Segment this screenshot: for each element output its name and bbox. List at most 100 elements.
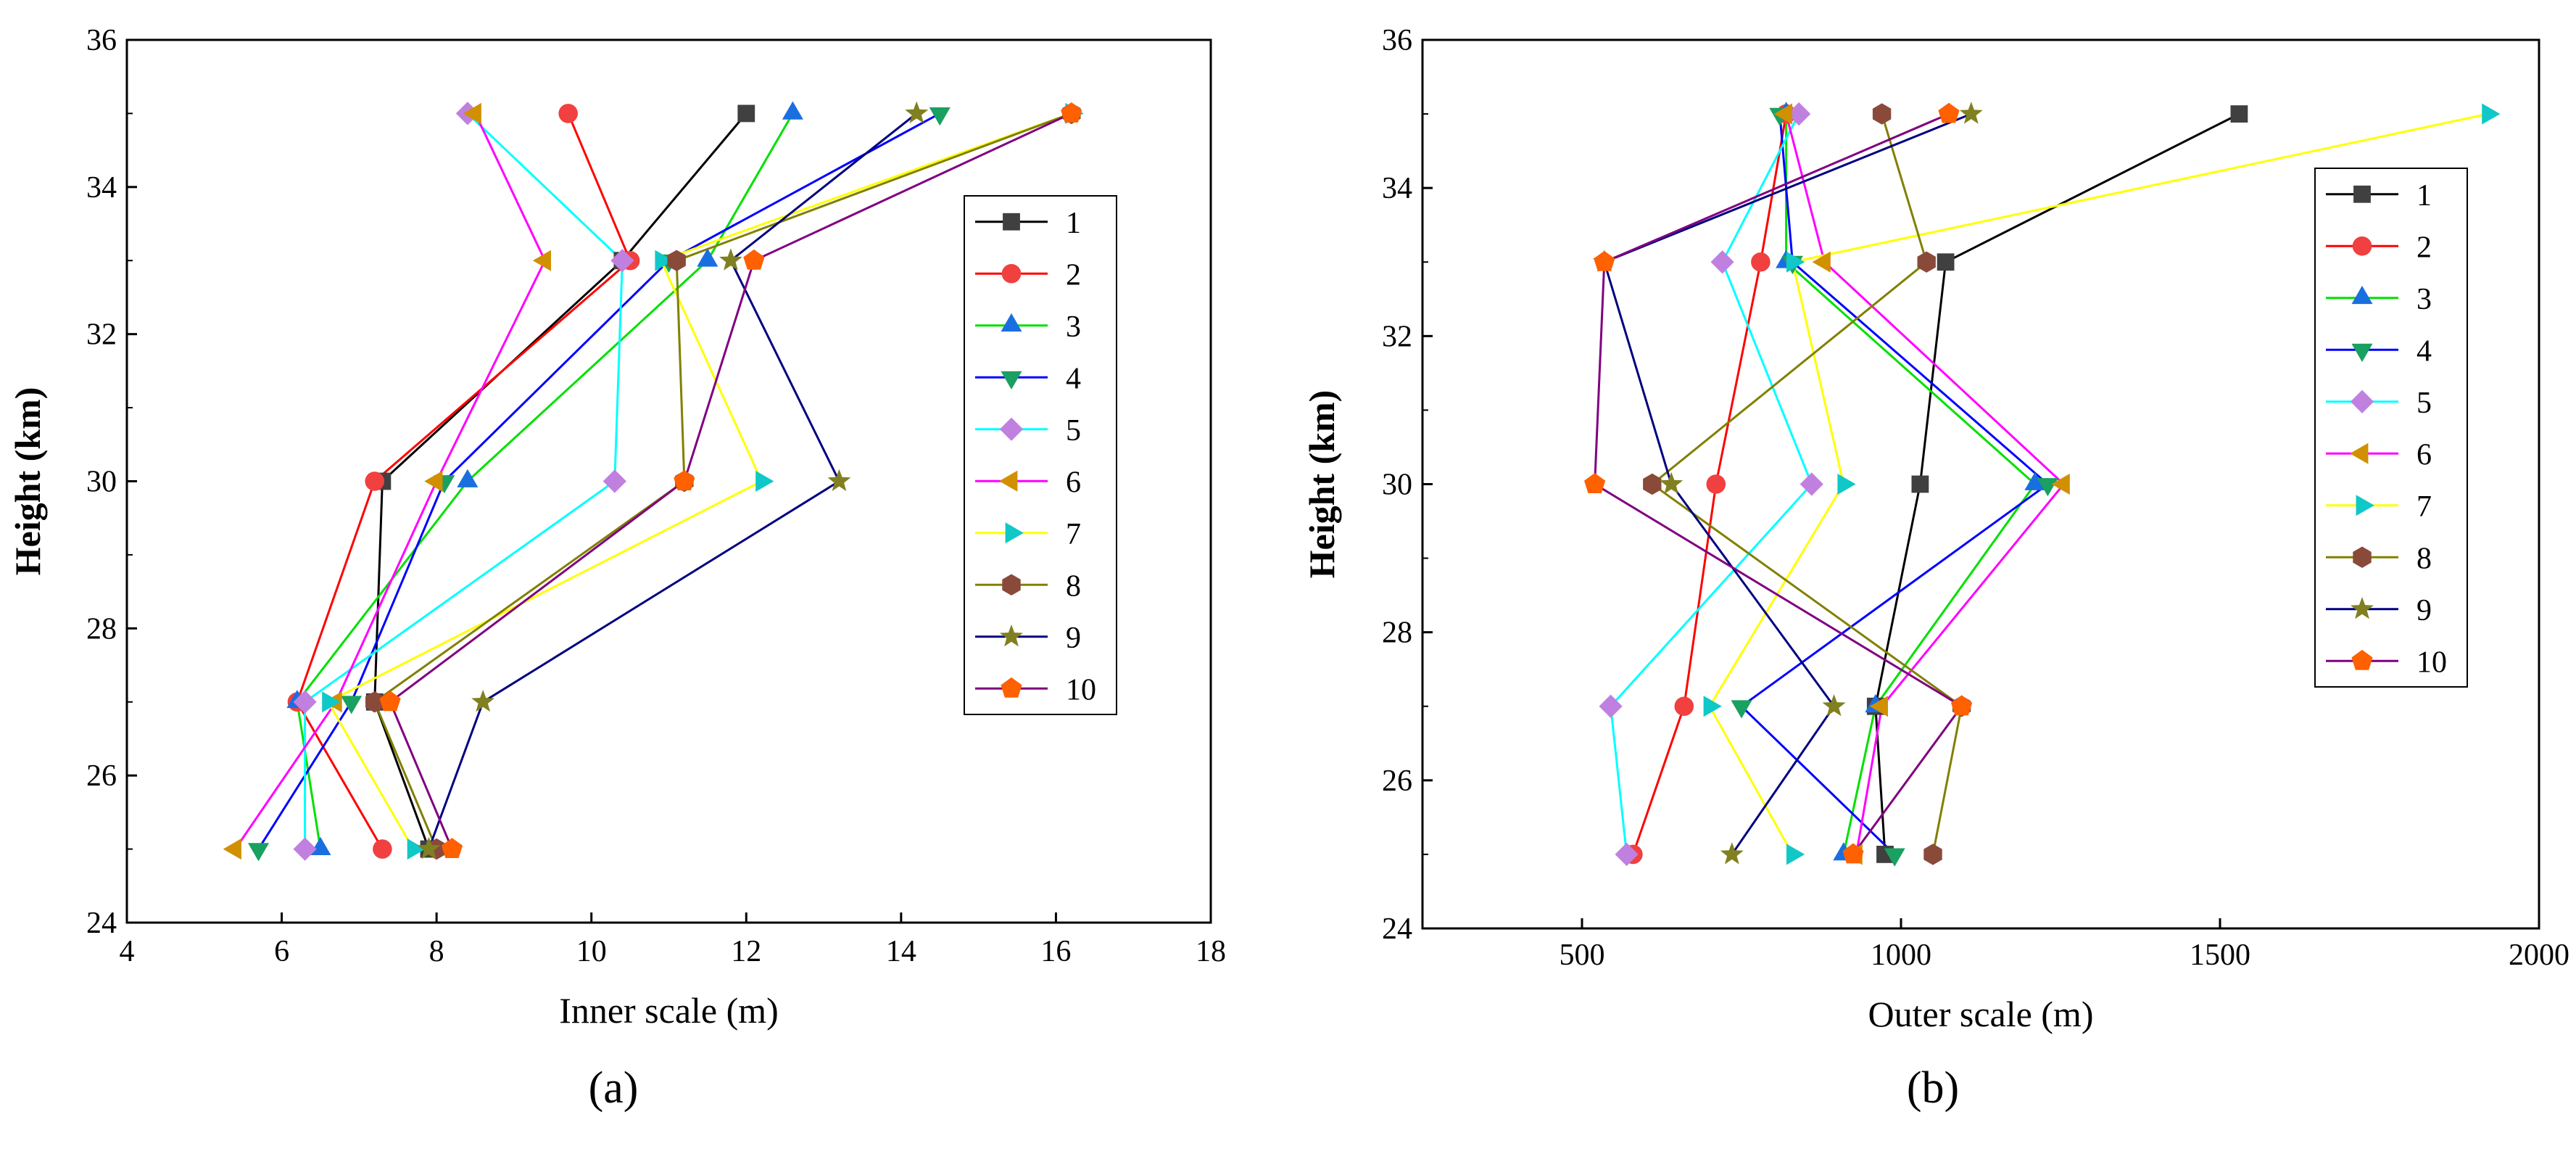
legend-marker-6 <box>999 470 1018 492</box>
y-tick-label: 26 <box>86 759 117 793</box>
data-point-1 <box>737 104 755 123</box>
data-point-8 <box>667 250 686 271</box>
panel-label-b: (b) <box>1907 1063 1959 1113</box>
legend-marker-1 <box>1003 213 1020 231</box>
legend-label-7: 7 <box>1066 518 1081 551</box>
data-point-7 <box>655 250 674 271</box>
data-point-1 <box>2230 105 2248 123</box>
legend-label-5: 5 <box>1066 414 1081 448</box>
legend-marker-5 <box>2350 390 2374 413</box>
data-point-10 <box>1594 250 1615 271</box>
x-axis-label: Outer scale (m) <box>1868 994 2094 1034</box>
data-point-4 <box>2037 478 2058 497</box>
legend-label-9: 9 <box>1066 622 1081 655</box>
data-point-9 <box>1720 842 1744 865</box>
panel-label-a: (a) <box>589 1063 639 1113</box>
legend-marker-9 <box>2351 597 2374 619</box>
legend-label-3: 3 <box>1066 310 1081 344</box>
legend-label-5: 5 <box>2416 387 2432 420</box>
x-axis-label: Inner scale (m) <box>559 990 779 1031</box>
data-point-4 <box>1731 700 1752 719</box>
data-point-4 <box>929 107 951 126</box>
x-tick-label: 4 <box>120 935 135 968</box>
legend-label-3: 3 <box>2416 283 2432 316</box>
y-tick-label: 24 <box>86 907 117 940</box>
data-point-7 <box>1786 844 1805 865</box>
data-point-3 <box>310 836 331 855</box>
data-point-10 <box>674 470 695 490</box>
legend-label-8: 8 <box>2416 542 2432 575</box>
legend-box <box>964 195 1117 715</box>
data-point-5 <box>1800 472 1823 496</box>
legend-marker-7 <box>2356 495 2374 516</box>
legend-marker-10 <box>2351 649 2373 670</box>
data-point-2 <box>558 104 578 123</box>
x-tick-label: 500 <box>1560 939 1605 972</box>
y-tick-label: 34 <box>86 171 117 205</box>
data-point-7 <box>322 691 341 713</box>
legend-marker-7 <box>1005 522 1024 544</box>
data-point-6 <box>2051 474 2070 495</box>
data-point-5 <box>610 249 634 273</box>
data-point-5 <box>1787 102 1811 126</box>
data-point-10 <box>1938 102 1960 123</box>
legend-marker-5 <box>999 417 1024 441</box>
data-point-9 <box>905 101 929 123</box>
data-point-7 <box>1837 474 1856 495</box>
y-axis-label: Height (km) <box>7 387 48 576</box>
legend-marker-1 <box>2353 185 2371 203</box>
data-point-10 <box>1842 843 1864 864</box>
data-point-2 <box>373 839 392 859</box>
data-point-6 <box>1812 251 1831 273</box>
data-point-8 <box>365 691 384 713</box>
legend-label-9: 9 <box>2416 594 2432 627</box>
data-point-5 <box>1599 694 1623 718</box>
data-point-4 <box>248 843 270 862</box>
y-tick-label: 34 <box>1382 172 1412 205</box>
data-point-3 <box>2024 471 2046 490</box>
x-tick-label: 1000 <box>1871 939 1931 972</box>
data-point-1 <box>1937 253 1955 271</box>
data-point-5 <box>293 690 317 714</box>
x-tick-label: 6 <box>274 935 289 968</box>
legend-label-10: 10 <box>1066 673 1096 706</box>
data-point-9 <box>719 248 742 271</box>
legend: 1 2 3 4 5 6 7 8 9 10 <box>2314 168 2468 688</box>
series-line-4 <box>1739 113 2050 855</box>
data-point-7 <box>1703 696 1722 717</box>
data-point-4 <box>341 696 363 714</box>
data-point-9 <box>827 469 851 492</box>
y-tick-label: 24 <box>1382 912 1412 946</box>
data-point-9 <box>1959 102 1983 124</box>
data-point-9 <box>471 690 495 712</box>
x-tick-label: 2000 <box>2509 939 2569 972</box>
data-point-10 <box>743 249 765 270</box>
data-point-2 <box>1706 474 1726 494</box>
data-point-8 <box>1917 251 1936 273</box>
legend-marker-3 <box>1001 313 1022 332</box>
data-point-10 <box>441 838 463 858</box>
y-tick-label: 32 <box>86 318 117 352</box>
y-tick-label: 28 <box>1382 617 1412 650</box>
data-point-2 <box>1751 252 1771 272</box>
x-tick-label: 14 <box>886 935 916 968</box>
data-point-4 <box>1884 848 1905 867</box>
legend-label-8: 8 <box>1066 569 1081 603</box>
x-tick-label: 18 <box>1196 935 1226 968</box>
data-point-5 <box>1615 842 1639 866</box>
data-point-6 <box>424 471 443 492</box>
legend-marker-6 <box>2350 442 2369 464</box>
legend-marker-9 <box>1000 625 1023 647</box>
data-point-7 <box>1786 251 1805 273</box>
y-tick-label: 26 <box>1382 764 1412 798</box>
legend-box <box>2314 168 2468 688</box>
legend-marker-8 <box>2353 546 2372 568</box>
data-point-3 <box>697 248 718 267</box>
legend-marker-8 <box>1002 574 1021 595</box>
x-tick-label: 12 <box>731 935 761 968</box>
legend-label-1: 1 <box>2416 179 2432 213</box>
y-axis-label: Height (km) <box>1301 390 1342 579</box>
legend-label-10: 10 <box>2416 646 2447 679</box>
